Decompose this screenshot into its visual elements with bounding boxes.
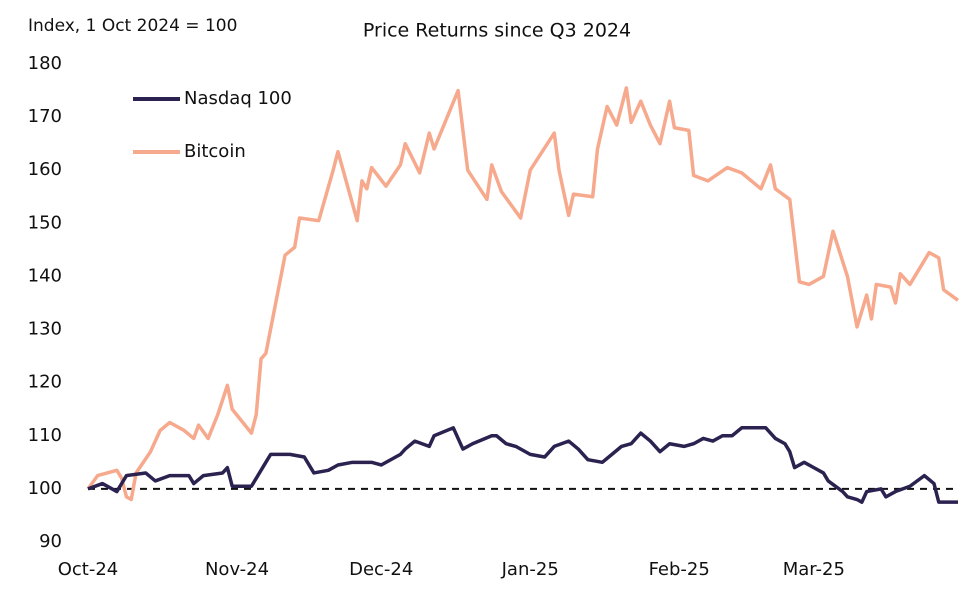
y-tick-label: 180 [28,53,62,74]
y-tick-label: 110 [28,425,62,446]
x-tick-label: Oct-24 [58,559,119,580]
y-tick-label: 120 [28,372,62,393]
legend-label: Nasdaq 100 [184,88,292,109]
y-tick-label: 170 [28,106,62,127]
y-axis-label: Index, 1 Oct 2024 = 100 [28,16,237,36]
chart-title: Price Returns since Q3 2024 [363,20,631,42]
x-tick-label: Feb-25 [649,559,710,580]
legend-label: Bitcoin [184,141,246,162]
y-tick-label: 100 [28,478,62,499]
x-tick-label: Dec-24 [349,559,413,580]
series-line [86,86,960,502]
y-tick-label: 130 [28,319,62,340]
series-line [87,426,958,504]
y-tick-label: 150 [28,212,62,233]
x-tick-label: Nov-24 [205,559,269,580]
y-tick-label: 90 [39,531,62,552]
y-tick-label: 160 [28,159,62,180]
x-tick-label: Jan-25 [501,559,559,580]
y-tick-label: 140 [28,265,62,286]
x-tick-label: Mar-25 [783,559,845,580]
